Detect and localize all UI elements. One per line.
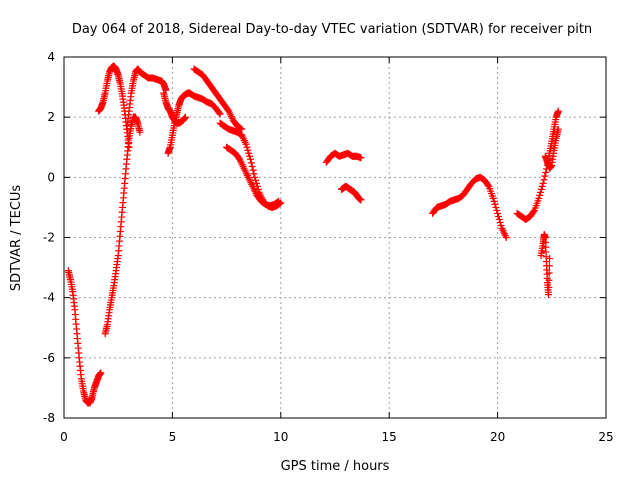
data-point xyxy=(246,152,254,160)
data-point xyxy=(536,191,544,199)
data-point xyxy=(250,170,258,178)
axis-ticks: 0 5 10 15 20 25 -8 -6 -4 -2 0 2 4 xyxy=(43,50,614,444)
data-point xyxy=(246,155,254,163)
data-point xyxy=(493,206,501,214)
series-arc-9 xyxy=(223,143,283,210)
data-point xyxy=(542,169,550,177)
data-point xyxy=(253,179,261,187)
data-point xyxy=(244,146,252,154)
data-point xyxy=(545,283,553,291)
data-point xyxy=(238,125,246,133)
x-tick-label: 25 xyxy=(598,430,613,444)
data-point xyxy=(545,291,553,299)
data-point xyxy=(537,188,545,196)
data-point xyxy=(357,154,365,162)
x-tick-label: 10 xyxy=(273,430,288,444)
data-point xyxy=(545,262,553,270)
series-arc-14 xyxy=(537,230,554,299)
y-tick-label: 4 xyxy=(47,50,55,64)
data-points xyxy=(64,62,562,407)
data-point xyxy=(252,176,260,184)
data-point xyxy=(541,172,549,180)
data-point xyxy=(247,159,255,167)
y-tick-label: -6 xyxy=(43,351,55,365)
data-point xyxy=(539,179,547,187)
data-point xyxy=(357,196,365,204)
data-point xyxy=(125,143,133,151)
data-point xyxy=(248,163,256,171)
data-point xyxy=(249,166,257,174)
x-tick-label: 20 xyxy=(490,430,505,444)
data-point xyxy=(546,255,554,263)
y-tick-label: -2 xyxy=(43,231,55,245)
series-arc-6 xyxy=(164,89,224,157)
y-tick-label: 2 xyxy=(47,110,55,124)
data-point xyxy=(215,109,223,117)
data-point xyxy=(502,234,510,241)
data-point xyxy=(251,173,259,181)
series-arc-11 xyxy=(338,182,365,204)
chart-title: Day 064 of 2018, Sidereal Day-to-day VTE… xyxy=(72,22,592,37)
series-arc-4 xyxy=(123,65,170,133)
data-point xyxy=(545,269,553,277)
y-tick-label: 0 xyxy=(47,170,55,184)
data-point xyxy=(554,107,562,115)
data-point xyxy=(245,149,253,157)
series-arc-1 xyxy=(64,267,105,407)
data-point xyxy=(237,125,245,133)
data-point xyxy=(535,194,543,202)
data-point xyxy=(216,110,224,118)
data-point xyxy=(243,143,251,151)
data-point xyxy=(181,113,189,121)
data-point xyxy=(496,218,504,226)
data-point xyxy=(494,212,502,220)
data-point xyxy=(242,140,250,148)
data-point xyxy=(491,200,499,208)
data-point xyxy=(97,369,105,377)
y-tick-label: -4 xyxy=(43,291,55,305)
data-point xyxy=(538,182,546,190)
data-point xyxy=(275,197,283,205)
series-arc-7 xyxy=(190,65,246,133)
x-tick-label: 15 xyxy=(382,430,397,444)
series-arc-15 xyxy=(541,125,562,172)
series-arc-12 xyxy=(429,173,510,241)
data-point xyxy=(494,209,502,217)
series-arc-2 xyxy=(101,113,144,338)
data-point xyxy=(490,197,498,205)
series-arc-10 xyxy=(322,149,365,166)
y-tick-label: -8 xyxy=(43,411,55,425)
data-point xyxy=(274,198,282,206)
x-tick-label: 0 xyxy=(60,430,68,444)
data-point xyxy=(530,208,538,216)
grid xyxy=(64,57,606,418)
y-axis-label: SDTVAR / TECUs xyxy=(9,185,24,292)
data-point xyxy=(492,203,500,211)
data-point xyxy=(545,276,553,284)
data-point xyxy=(497,221,505,229)
data-point xyxy=(484,181,492,189)
data-point xyxy=(540,176,548,184)
x-tick-label: 5 xyxy=(169,430,177,444)
data-point xyxy=(489,194,497,202)
data-point xyxy=(537,185,545,193)
x-axis-label: GPS time / hours xyxy=(281,459,390,474)
data-point xyxy=(554,125,562,133)
data-point xyxy=(136,128,144,136)
data-point xyxy=(495,215,503,223)
series-arc-3 xyxy=(95,62,133,151)
